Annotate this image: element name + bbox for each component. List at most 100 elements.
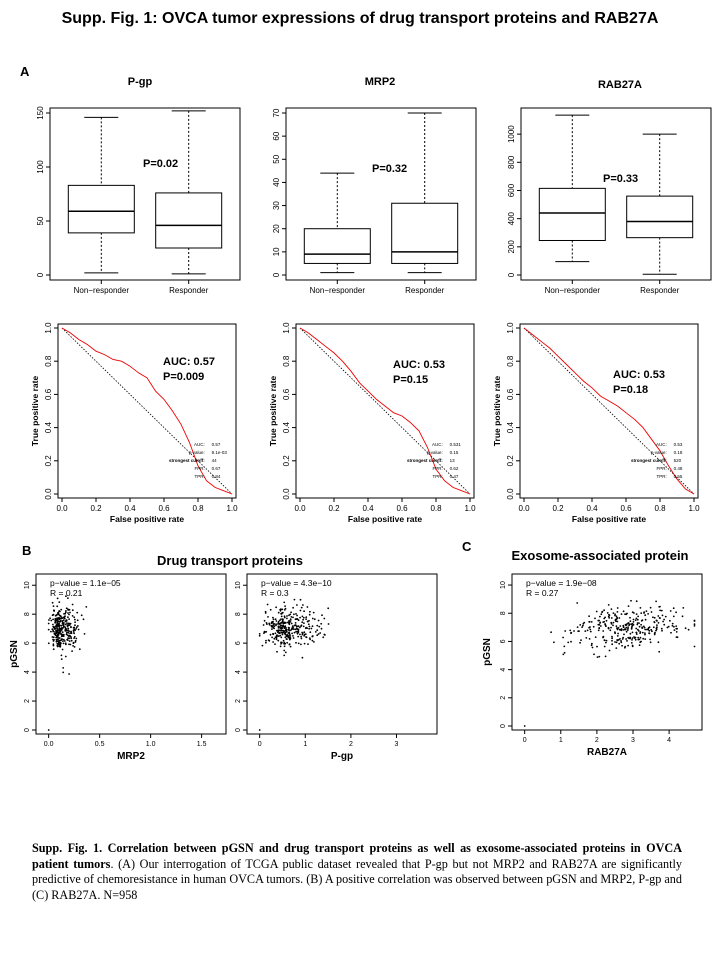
data-point bbox=[621, 644, 623, 647]
scatter-ylabel: pGSN bbox=[9, 640, 20, 668]
data-point bbox=[605, 639, 608, 642]
roc-legend-key: strongest cutoff: bbox=[407, 458, 443, 463]
data-point bbox=[588, 615, 590, 618]
data-point bbox=[620, 640, 622, 642]
data-point bbox=[53, 610, 55, 612]
data-point bbox=[656, 620, 658, 622]
data-point bbox=[660, 627, 663, 630]
data-point bbox=[272, 624, 274, 627]
data-point bbox=[632, 618, 635, 621]
data-point bbox=[673, 629, 676, 631]
data-point bbox=[57, 642, 60, 645]
boxplot-mrp2: 0 10 20 30 40 50 60 70 Non−responder Responder bbox=[272, 107, 477, 295]
data-point bbox=[292, 635, 294, 637]
data-point bbox=[72, 641, 75, 644]
boxplot-title-rab27a: RAB27A bbox=[597, 79, 642, 91]
data-point bbox=[327, 623, 330, 625]
data-point bbox=[66, 634, 69, 637]
data-point bbox=[634, 638, 637, 641]
data-point bbox=[644, 633, 646, 636]
data-point bbox=[277, 620, 280, 623]
roc-annot-pgp: AUC: 0.57 P=0.009 bbox=[163, 356, 215, 383]
data-point bbox=[279, 619, 281, 622]
data-point bbox=[52, 636, 55, 639]
data-point bbox=[629, 636, 631, 639]
scatter-xlabel: RAB27A bbox=[587, 747, 627, 758]
data-point bbox=[58, 601, 61, 603]
roc-legend-key: AUC: bbox=[194, 442, 205, 447]
data-point bbox=[69, 622, 72, 625]
data-point bbox=[286, 617, 288, 620]
diagonal-reference bbox=[299, 327, 471, 495]
data-point bbox=[327, 607, 330, 610]
data-point bbox=[588, 621, 591, 623]
data-point bbox=[290, 616, 293, 618]
data-point bbox=[637, 628, 639, 631]
data-point bbox=[661, 614, 664, 617]
data-point bbox=[292, 606, 294, 609]
data-point bbox=[68, 640, 71, 642]
data-point bbox=[71, 615, 74, 617]
box-iqr bbox=[538, 187, 606, 241]
data-point bbox=[63, 625, 65, 628]
roc-annot-mrp2: AUC: 0.53 P=0.15 bbox=[393, 359, 445, 386]
data-point bbox=[73, 626, 76, 629]
data-point bbox=[607, 627, 610, 630]
data-point bbox=[294, 622, 297, 624]
roc-legend-value: 0.531 bbox=[450, 442, 462, 447]
data-point bbox=[669, 610, 672, 612]
y-tick-label: 200 bbox=[507, 240, 516, 254]
data-point bbox=[291, 627, 294, 630]
data-point bbox=[268, 623, 271, 626]
data-point bbox=[65, 619, 68, 621]
data-point bbox=[671, 622, 674, 625]
data-point bbox=[569, 629, 572, 632]
data-point bbox=[59, 644, 62, 647]
data-point bbox=[58, 624, 60, 626]
data-point bbox=[590, 621, 593, 623]
data-point bbox=[55, 629, 57, 631]
y-tick-label: 6 bbox=[235, 641, 242, 645]
data-point bbox=[630, 599, 632, 602]
boxplot-title-pgp: P-gp bbox=[127, 76, 153, 88]
data-point bbox=[567, 641, 570, 644]
pvalue-label: p−value = 1.9e−08 bbox=[526, 578, 597, 588]
data-point bbox=[638, 625, 641, 628]
data-point bbox=[579, 641, 581, 644]
data-point bbox=[275, 620, 278, 622]
data-point bbox=[52, 623, 54, 626]
data-point bbox=[258, 729, 261, 731]
data-point bbox=[281, 633, 284, 636]
data-point bbox=[625, 626, 628, 629]
data-point bbox=[289, 636, 292, 638]
data-point bbox=[49, 617, 51, 620]
data-point bbox=[286, 638, 288, 640]
data-point bbox=[582, 624, 584, 627]
data-point bbox=[280, 636, 283, 639]
data-point bbox=[64, 620, 67, 623]
data-point bbox=[576, 626, 579, 628]
scatter-ylabel: pGSN bbox=[482, 638, 493, 666]
y-tick-label: 4 bbox=[500, 668, 507, 672]
data-point bbox=[693, 623, 696, 626]
data-point bbox=[66, 622, 68, 624]
data-point bbox=[62, 619, 65, 622]
data-point bbox=[265, 639, 267, 642]
data-point bbox=[636, 623, 639, 626]
data-point bbox=[300, 635, 302, 638]
y-tick-label: 10 bbox=[24, 581, 31, 589]
y-tick-label: 8 bbox=[500, 611, 507, 615]
data-point bbox=[322, 636, 325, 639]
data-point bbox=[618, 642, 621, 645]
data-point bbox=[285, 629, 288, 632]
data-point bbox=[75, 637, 78, 640]
data-point bbox=[280, 643, 282, 645]
data-point bbox=[313, 618, 316, 621]
data-point bbox=[62, 638, 65, 641]
data-point bbox=[607, 615, 610, 618]
data-point bbox=[47, 628, 50, 631]
x-tick-label: 3 bbox=[631, 737, 635, 744]
data-point bbox=[272, 618, 275, 621]
data-point bbox=[68, 624, 71, 626]
data-point bbox=[67, 627, 70, 630]
